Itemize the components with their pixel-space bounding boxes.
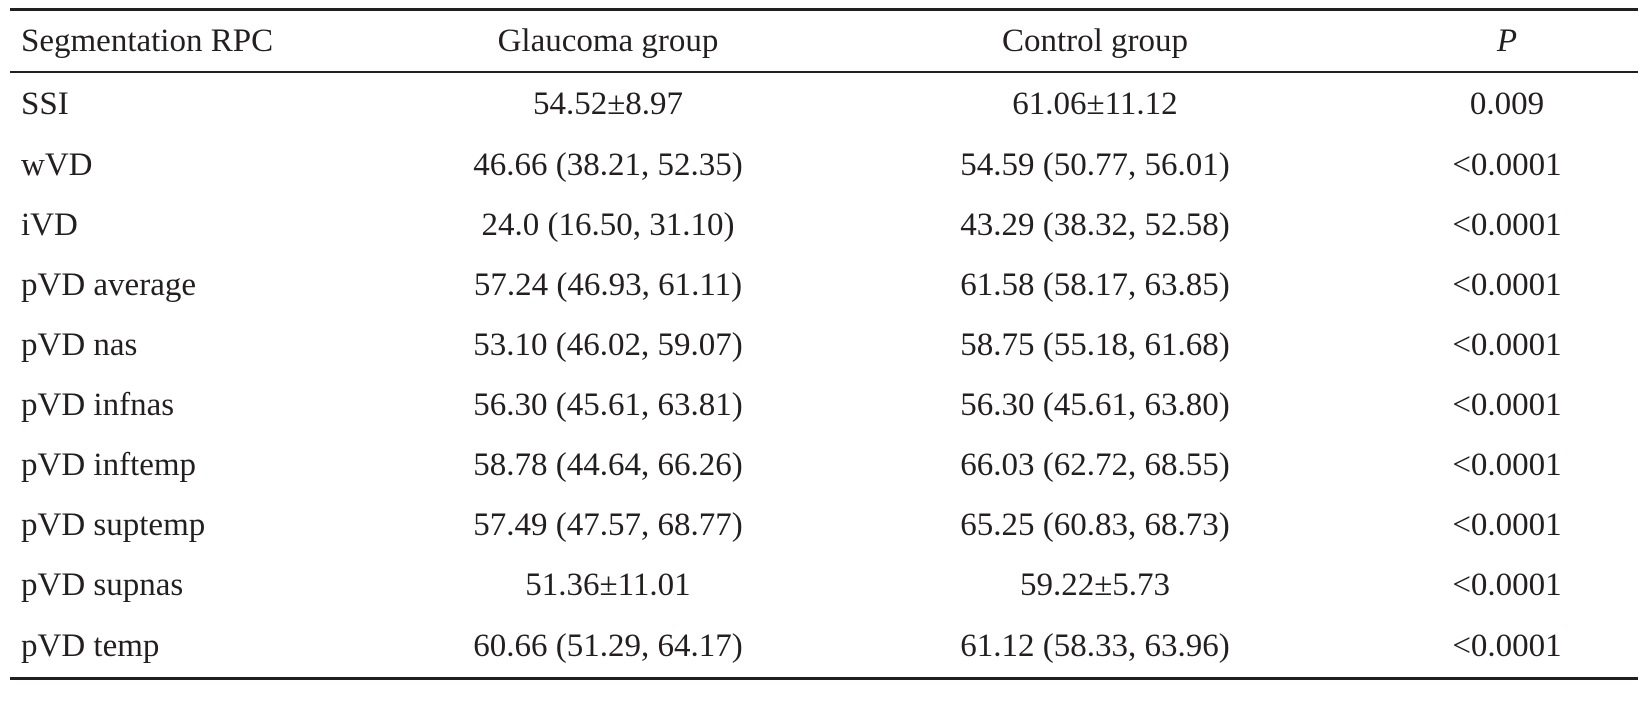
p-value: <0.0001 bbox=[1452, 266, 1562, 303]
row-label: pVD nas bbox=[21, 326, 138, 363]
header-p-value: P bbox=[1496, 22, 1518, 59]
header-segmentation-rpc: Segmentation RPC bbox=[21, 22, 274, 59]
table-body: SSI 54.52±8.97 61.06±11.12 0.009 wVD 46.… bbox=[10, 72, 1638, 679]
p-value: 0.009 bbox=[1469, 85, 1545, 122]
control-value: 56.30 (45.61, 63.80) bbox=[960, 386, 1230, 423]
control-value: 65.25 (60.83, 68.73) bbox=[960, 506, 1230, 543]
glaucoma-value: 56.30 (45.61, 63.81) bbox=[473, 386, 743, 423]
p-value: <0.0001 bbox=[1452, 566, 1562, 603]
p-value: <0.0001 bbox=[1452, 627, 1562, 664]
table-header: Segmentation RPC Glaucoma group Control … bbox=[10, 9, 1638, 72]
glaucoma-value: 60.66 (51.29, 64.17) bbox=[473, 627, 743, 664]
header-row: Segmentation RPC Glaucoma group Control … bbox=[10, 9, 1638, 72]
control-value: 54.59 (50.77, 56.01) bbox=[960, 146, 1230, 183]
table-row: pVD infnas 56.30 (45.61, 63.81) 56.30 (4… bbox=[10, 375, 1638, 435]
glaucoma-value: 46.66 (38.21, 52.35) bbox=[473, 146, 743, 183]
table-row: iVD 24.0 (16.50, 31.10) 43.29 (38.32, 52… bbox=[10, 195, 1638, 255]
p-value: <0.0001 bbox=[1452, 446, 1562, 483]
row-label: pVD supnas bbox=[21, 566, 184, 603]
control-value: 58.75 (55.18, 61.68) bbox=[960, 326, 1230, 363]
control-value: 59.22±5.73 bbox=[1019, 566, 1171, 603]
row-label: pVD temp bbox=[21, 627, 160, 664]
control-value: 66.03 (62.72, 68.55) bbox=[960, 446, 1230, 483]
row-label: pVD inftemp bbox=[21, 446, 197, 483]
table-row: pVD inftemp 58.78 (44.64, 66.26) 66.03 (… bbox=[10, 435, 1638, 495]
row-label: wVD bbox=[21, 146, 93, 183]
table-row: pVD nas 53.10 (46.02, 59.07) 58.75 (55.1… bbox=[10, 315, 1638, 375]
p-value: <0.0001 bbox=[1452, 206, 1562, 243]
p-value: <0.0001 bbox=[1452, 506, 1562, 543]
p-value: <0.0001 bbox=[1452, 146, 1562, 183]
glaucoma-value: 54.52±8.97 bbox=[532, 85, 684, 122]
row-label: pVD infnas bbox=[21, 386, 175, 423]
table-row: pVD suptemp 57.49 (47.57, 68.77) 65.25 (… bbox=[10, 495, 1638, 555]
control-value: 43.29 (38.32, 52.58) bbox=[960, 206, 1230, 243]
glaucoma-value: 53.10 (46.02, 59.07) bbox=[473, 326, 743, 363]
row-label: pVD average bbox=[21, 266, 196, 303]
control-value: 61.58 (58.17, 63.85) bbox=[960, 266, 1230, 303]
table-row: pVD temp 60.66 (51.29, 64.17) 61.12 (58.… bbox=[10, 615, 1638, 679]
table-row: pVD average 57.24 (46.93, 61.11) 61.58 (… bbox=[10, 255, 1638, 315]
table-row: pVD supnas 51.36±11.01 59.22±5.73 <0.000… bbox=[10, 555, 1638, 615]
row-label: iVD bbox=[21, 206, 78, 243]
table-row: SSI 54.52±8.97 61.06±11.12 0.009 bbox=[10, 72, 1638, 135]
glaucoma-value: 51.36±11.01 bbox=[525, 566, 691, 603]
data-table-container: Segmentation RPC Glaucoma group Control … bbox=[10, 8, 1638, 680]
row-label: pVD suptemp bbox=[21, 506, 206, 543]
control-value: 61.12 (58.33, 63.96) bbox=[960, 627, 1230, 664]
p-value: <0.0001 bbox=[1452, 326, 1562, 363]
glaucoma-value: 57.24 (46.93, 61.11) bbox=[473, 266, 743, 303]
p-value: <0.0001 bbox=[1452, 386, 1562, 423]
glaucoma-value: 58.78 (44.64, 66.26) bbox=[473, 446, 743, 483]
header-glaucoma-group: Glaucoma group bbox=[497, 22, 719, 59]
row-label: SSI bbox=[21, 85, 69, 122]
data-table: Segmentation RPC Glaucoma group Control … bbox=[10, 8, 1638, 680]
table-row: wVD 46.66 (38.21, 52.35) 54.59 (50.77, 5… bbox=[10, 135, 1638, 195]
control-value: 61.06±11.12 bbox=[1012, 85, 1178, 122]
header-control-group: Control group bbox=[1001, 22, 1189, 59]
glaucoma-value: 57.49 (47.57, 68.77) bbox=[473, 506, 743, 543]
glaucoma-value: 24.0 (16.50, 31.10) bbox=[481, 206, 735, 243]
